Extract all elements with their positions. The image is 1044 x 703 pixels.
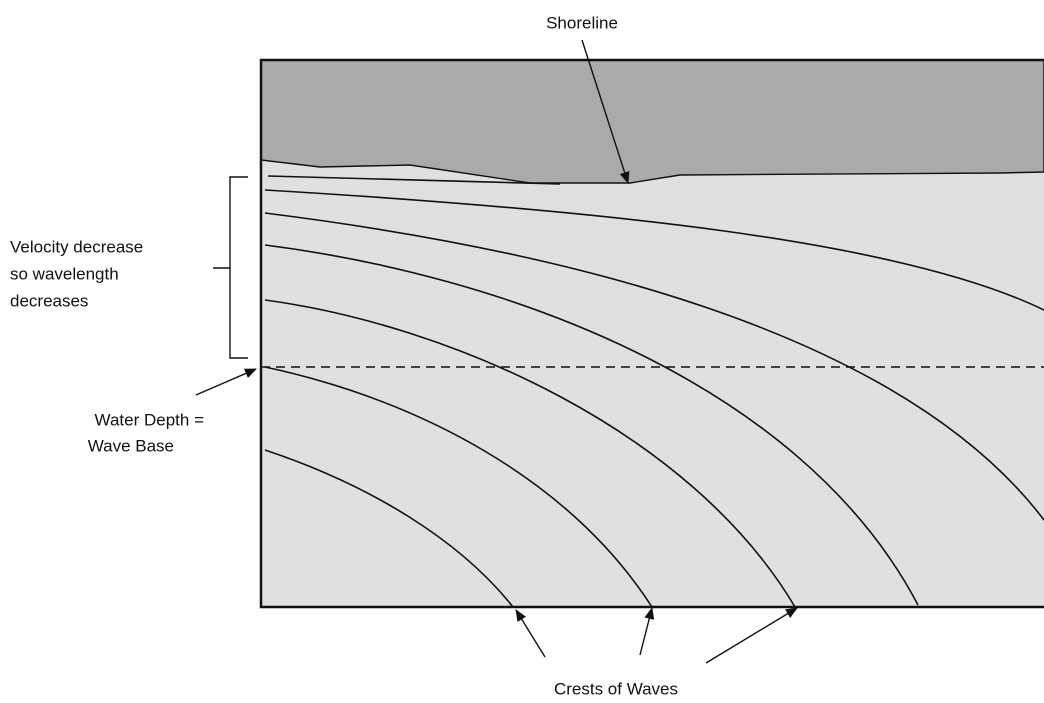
crest-arrow <box>515 609 546 658</box>
shoreline-label: Shoreline <box>546 13 618 32</box>
crest <box>267 175 561 185</box>
wave-base-label: Water Depth = <box>95 410 205 429</box>
frame <box>259 58 1044 609</box>
crest <box>264 244 919 606</box>
crest <box>264 449 514 608</box>
velocity-label: decreases <box>10 291 88 310</box>
velocity-label: Velocity decrease <box>10 237 143 256</box>
land <box>260 59 1044 184</box>
shoreline-arrow <box>581 39 630 184</box>
crest <box>264 212 1044 521</box>
wave-base-label: Wave Base <box>88 436 174 455</box>
crest-arrow <box>705 607 798 664</box>
crest <box>264 189 1044 311</box>
crest <box>264 299 796 608</box>
crest-arrow <box>639 607 655 656</box>
wave-crests <box>264 175 1044 608</box>
bracket <box>213 176 248 359</box>
wave-base-arrow <box>195 368 257 396</box>
crest <box>264 366 653 608</box>
crests-label: Crests of Waves <box>554 679 678 698</box>
velocity-label: so wavelength <box>10 264 119 283</box>
